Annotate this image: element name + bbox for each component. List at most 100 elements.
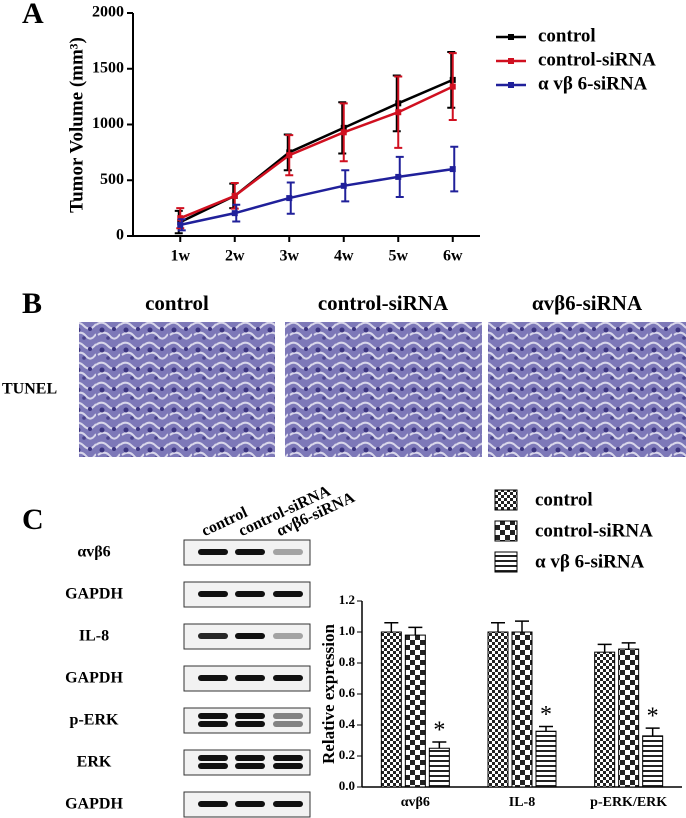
blot-band xyxy=(235,801,265,807)
x-tick-label: 3w xyxy=(279,248,299,265)
marker xyxy=(340,182,347,189)
blot-band xyxy=(235,713,265,719)
blot-band xyxy=(273,763,303,769)
blot-band xyxy=(198,675,228,681)
legend-label: control xyxy=(535,489,593,510)
legend-swatch xyxy=(494,520,518,542)
bar xyxy=(511,631,533,788)
blot-band xyxy=(235,755,265,761)
blot-band xyxy=(198,633,228,639)
blot-row-label: IL-8 xyxy=(79,628,109,645)
panel-label: A xyxy=(22,0,44,30)
tissue-image xyxy=(285,322,482,457)
y-tick-label: 0.4 xyxy=(339,716,356,731)
annotation: * xyxy=(433,718,445,744)
annotation: * xyxy=(540,702,552,728)
y-tick-label: 1000 xyxy=(92,115,124,132)
bar xyxy=(404,634,426,788)
row-label: TUNEL xyxy=(2,381,57,398)
y-tick-label: 500 xyxy=(100,171,124,188)
marker xyxy=(395,173,402,180)
error-bar xyxy=(621,642,636,650)
blot-row-label: GAPDH xyxy=(65,586,123,603)
blot-row-label: αvβ6 xyxy=(77,544,110,561)
y-axis-label: Relative expression xyxy=(319,623,338,763)
error-bar xyxy=(384,621,399,632)
legend-label: control-siRNA xyxy=(535,520,653,541)
legend-label: control xyxy=(538,25,596,46)
x-tick-label: IL-8 xyxy=(509,795,535,810)
blot-band xyxy=(198,549,228,555)
panel-label: B xyxy=(22,287,42,320)
error-bar xyxy=(539,725,553,732)
x-tick-label: 1w xyxy=(170,248,190,265)
blot-band xyxy=(235,763,265,769)
blot-row-label: GAPDH xyxy=(65,796,123,813)
marker xyxy=(340,129,347,136)
y-tick-label: 0.2 xyxy=(339,747,355,762)
tissue-image xyxy=(79,322,275,457)
blot-band xyxy=(198,591,228,597)
error-bar xyxy=(491,621,505,632)
blot-row-label: ERK xyxy=(77,754,112,771)
line xyxy=(179,85,454,220)
line xyxy=(179,167,453,227)
legend-swatch xyxy=(494,489,518,511)
bar xyxy=(535,730,557,788)
blot-band xyxy=(235,721,265,727)
marker xyxy=(286,152,293,159)
blot-band xyxy=(235,549,265,555)
marker xyxy=(231,192,238,199)
blot-band xyxy=(273,801,303,807)
blot-band xyxy=(273,713,303,719)
y-tick-label: 0.6 xyxy=(339,685,356,700)
y-tick-label: 0 xyxy=(116,227,124,244)
marker xyxy=(286,195,293,202)
y-tick-label: 1.2 xyxy=(339,592,355,607)
legend-marker xyxy=(508,34,514,40)
y-tick-label: 1.0 xyxy=(339,623,355,638)
bar xyxy=(594,651,616,788)
blot-band xyxy=(273,549,303,555)
image-title: control-siRNA xyxy=(318,291,449,315)
x-tick-label: 2w xyxy=(225,248,245,265)
legend-label: control-siRNA xyxy=(538,49,656,70)
legend-label: α vβ 6-siRNA xyxy=(538,73,648,94)
blot-frame xyxy=(183,707,311,734)
blot-band xyxy=(273,633,303,639)
x-tick-label: αvβ6 xyxy=(401,795,430,810)
blot-band xyxy=(235,591,265,597)
bar xyxy=(428,747,450,788)
bar xyxy=(380,631,402,788)
bar xyxy=(618,648,640,788)
tissue-image xyxy=(488,322,686,457)
marker xyxy=(395,109,402,116)
error-bar xyxy=(432,741,447,749)
blot-band xyxy=(273,721,303,727)
marker xyxy=(449,166,456,173)
bar xyxy=(642,735,664,788)
blot-band xyxy=(198,801,228,807)
blot-band xyxy=(273,755,303,761)
blot-row-label: GAPDH xyxy=(65,670,123,687)
blot-band xyxy=(235,675,265,681)
x-tick-label: 4w xyxy=(334,248,354,265)
error-bar xyxy=(645,727,660,736)
error-bar xyxy=(597,643,612,653)
legend-marker xyxy=(508,82,514,88)
marker xyxy=(231,210,238,217)
annotation: * xyxy=(647,704,659,730)
blot-frame xyxy=(183,749,311,776)
image-title: αvβ6-siRNA xyxy=(532,291,643,315)
error-bar xyxy=(515,620,529,632)
y-tick-label: 0.8 xyxy=(339,654,356,669)
legend-marker xyxy=(508,58,514,64)
y-tick-label: 2000 xyxy=(92,4,124,21)
y-axis-label: Tumor Volume (mm³) xyxy=(66,37,87,213)
x-tick-label: 6w xyxy=(443,248,463,265)
blot-band xyxy=(273,591,303,597)
marker xyxy=(177,221,184,228)
y-tick-label: 1500 xyxy=(92,59,124,76)
